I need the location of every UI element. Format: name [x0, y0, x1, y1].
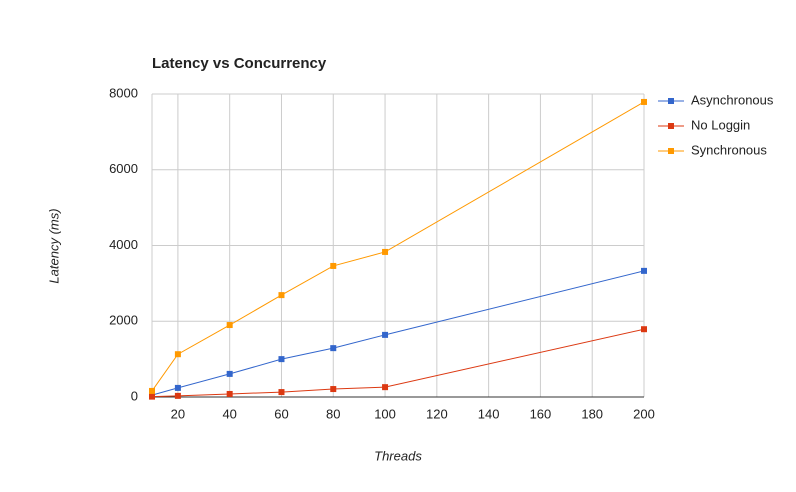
x-tick-label: 120 — [426, 406, 448, 421]
data-point — [382, 331, 389, 338]
data-point — [174, 384, 181, 391]
x-tick-label: 140 — [478, 406, 500, 421]
x-tick-label: 60 — [274, 406, 288, 421]
data-point — [330, 345, 337, 352]
data-point — [641, 98, 647, 105]
data-point — [149, 387, 155, 394]
y-tick-label: 4000 — [109, 237, 138, 252]
x-tick-label: 160 — [530, 406, 552, 421]
data-point — [278, 292, 285, 299]
x-axis-label: Threads — [374, 448, 422, 463]
data-point — [174, 351, 181, 358]
series-line — [151, 328, 645, 398]
data-point — [641, 267, 647, 274]
data-point — [278, 389, 285, 396]
x-tick-label: 180 — [581, 406, 603, 421]
data-point — [330, 262, 337, 269]
legend-label: Asynchronous — [691, 92, 774, 107]
y-axis-label: Latency (ms) — [46, 208, 61, 283]
series-line — [151, 101, 645, 392]
legend-marker — [668, 123, 674, 129]
y-tick-label: 2000 — [109, 313, 138, 328]
data-point — [641, 326, 647, 333]
y-tick-label: 0 — [131, 388, 138, 403]
legend-label: No Loggin — [691, 117, 750, 132]
data-point — [278, 356, 285, 363]
legend-marker — [668, 148, 674, 154]
data-point — [226, 322, 233, 329]
data-point — [226, 370, 233, 377]
data-point — [226, 390, 233, 397]
legend-label: Synchronous — [691, 142, 767, 157]
data-point — [382, 384, 389, 391]
y-tick-label: 6000 — [109, 161, 138, 176]
series-line — [151, 270, 645, 396]
data-point — [330, 386, 337, 393]
y-tick-label: 8000 — [109, 85, 138, 100]
legend-marker — [668, 98, 674, 104]
data-point — [382, 248, 389, 255]
x-tick-label: 20 — [171, 406, 185, 421]
x-tick-label: 80 — [326, 406, 340, 421]
data-point — [149, 393, 155, 400]
x-tick-label: 100 — [374, 406, 396, 421]
chart-title: Latency vs Concurrency — [152, 55, 327, 72]
data-point — [174, 392, 181, 399]
x-tick-label: 200 — [633, 406, 655, 421]
x-tick-label: 40 — [222, 406, 236, 421]
